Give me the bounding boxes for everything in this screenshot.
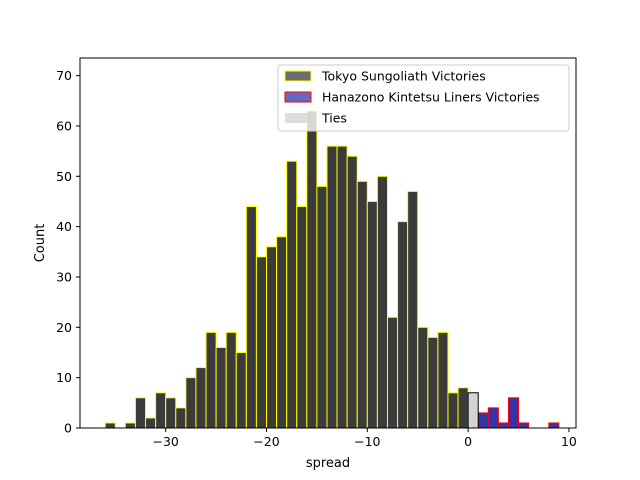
y-tick-label: 0 — [64, 421, 72, 436]
bar — [467, 392, 479, 429]
bar — [124, 422, 136, 429]
bar — [205, 331, 217, 429]
bar — [306, 110, 318, 429]
bar — [366, 200, 378, 429]
legend-swatch — [284, 91, 312, 103]
y-tick-label: 50 — [56, 169, 72, 184]
bar — [497, 422, 509, 429]
bar — [417, 326, 429, 429]
legend: Tokyo Sungoliath Victories Hanazono Kinte… — [277, 64, 570, 132]
legend-swatch — [284, 70, 312, 82]
y-axis-label: Count — [33, 224, 48, 263]
bar — [447, 392, 459, 429]
bar — [336, 145, 348, 429]
legend-label: Ties — [321, 111, 347, 126]
y-tick-label: 40 — [56, 219, 72, 234]
bar — [386, 316, 399, 429]
bar — [548, 422, 560, 429]
y-tick-label: 30 — [56, 269, 72, 284]
bar — [165, 397, 177, 429]
axes-layer: −30 −20 −10 0 10 0 10 20 30 40 50 60 70 — [56, 57, 577, 449]
bar — [326, 145, 338, 429]
bar — [225, 331, 237, 429]
y-tick-label: 70 — [56, 68, 72, 83]
bars-layer — [104, 110, 560, 429]
bar — [437, 331, 449, 429]
bar — [427, 336, 439, 429]
bar — [245, 206, 257, 429]
legend-label: Tokyo Sungoliath Victories — [321, 69, 486, 84]
bar — [195, 367, 207, 429]
x-tick-label: 10 — [561, 434, 577, 449]
bar — [316, 185, 328, 429]
bar — [407, 190, 419, 429]
series-1 — [104, 110, 469, 429]
bar — [376, 175, 388, 429]
x-tick-label: −20 — [253, 434, 279, 449]
plot-frame — [79, 57, 577, 429]
bar — [356, 180, 368, 429]
bar — [255, 256, 268, 429]
x-tick-label: −30 — [152, 434, 178, 449]
legend-label: Hanazono Kintetsu Liners Victories — [322, 90, 540, 105]
bar — [175, 407, 187, 429]
x-axis-label: spread — [306, 456, 350, 471]
y-tick-label: 10 — [56, 370, 72, 385]
bar — [266, 246, 278, 429]
bar — [215, 346, 227, 429]
bar — [346, 155, 358, 429]
y-tick-label: 20 — [56, 320, 72, 335]
bar — [296, 206, 308, 429]
series-3 — [467, 392, 479, 429]
x-tick-label: −10 — [354, 434, 380, 449]
legend-box — [277, 64, 570, 132]
bar — [457, 387, 469, 429]
bar — [276, 236, 288, 429]
legend-swatch — [285, 113, 311, 123]
x-tick-label: 0 — [464, 434, 472, 449]
bar — [397, 221, 409, 429]
bar — [155, 392, 167, 429]
bar — [185, 377, 197, 429]
bar — [286, 160, 298, 429]
bar — [104, 422, 116, 429]
y-tick-label: 60 — [56, 118, 72, 133]
bar — [145, 417, 157, 429]
series-2 — [477, 397, 560, 429]
bar — [518, 422, 530, 429]
bar — [507, 397, 520, 429]
bar — [487, 407, 499, 429]
bar — [477, 412, 489, 429]
bar — [134, 397, 147, 429]
bar — [235, 351, 247, 429]
